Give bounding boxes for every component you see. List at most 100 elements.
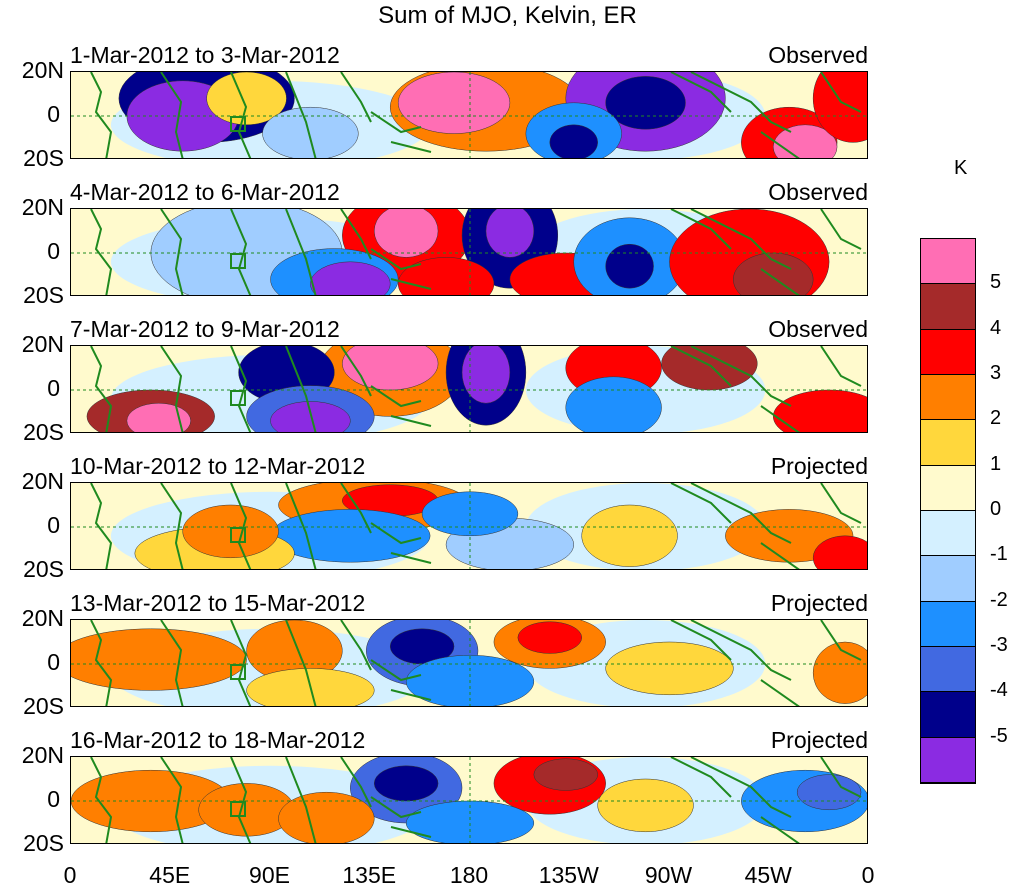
contour-region bbox=[461, 346, 511, 404]
colorbar-swatch bbox=[921, 737, 975, 783]
colorbar-swatch bbox=[921, 556, 975, 602]
y-tick-label: 20N bbox=[21, 331, 64, 357]
contour-region bbox=[270, 401, 351, 432]
anomaly-map-svg bbox=[71, 757, 867, 843]
x-tick-label: 180 bbox=[449, 862, 489, 888]
anomaly-map-svg bbox=[71, 72, 867, 158]
y-tick-label: 0 bbox=[47, 649, 60, 675]
y-tick-label: 20S bbox=[23, 556, 64, 582]
panel-date-range: 1-Mar-2012 to 3-Mar-2012 bbox=[70, 42, 340, 68]
colorbar-label: -1 bbox=[990, 543, 1008, 566]
colorbar-label: -5 bbox=[990, 724, 1008, 747]
contour-region bbox=[397, 257, 495, 295]
map-panel: 10-Mar-2012 to 12-Mar-2012 Projected bbox=[70, 453, 868, 570]
y-tick-label: 20S bbox=[23, 419, 64, 445]
colorbar-label: -4 bbox=[990, 679, 1008, 702]
contour-region bbox=[812, 641, 867, 704]
contour-region bbox=[310, 261, 391, 295]
contour-region bbox=[812, 72, 867, 143]
region-box bbox=[230, 253, 246, 269]
x-tick-label: 45W bbox=[744, 862, 792, 888]
colorbar-swatch bbox=[921, 284, 975, 330]
map-panel: 4-Mar-2012 to 6-Mar-2012 Observed bbox=[70, 179, 868, 296]
y-tick-label: 0 bbox=[47, 238, 60, 264]
region-box bbox=[230, 116, 246, 132]
colorbar bbox=[920, 238, 976, 784]
x-tick-label: 45E bbox=[149, 862, 191, 888]
coastline bbox=[90, 757, 862, 843]
colorbar-label: -3 bbox=[990, 634, 1008, 656]
contour-region bbox=[812, 535, 867, 569]
contour-region bbox=[373, 209, 439, 258]
y-tick-label: 20S bbox=[23, 830, 64, 856]
anomaly-map-svg bbox=[71, 209, 867, 295]
contour-region bbox=[533, 758, 598, 791]
colorbar-label: 3 bbox=[990, 362, 1002, 384]
panel-type-label: Projected bbox=[770, 727, 868, 753]
region-box bbox=[230, 390, 246, 406]
legend-units: K bbox=[954, 157, 968, 179]
colorbar-swatch bbox=[921, 329, 975, 375]
figure-title: Sum of MJO, Kelvin, ER bbox=[378, 2, 637, 29]
colorbar-label: 0 bbox=[990, 498, 1002, 520]
y-tick-label: 20N bbox=[21, 605, 64, 631]
map-panel: 16-Mar-2012 to 18-Mar-2012 Projected bbox=[70, 727, 868, 844]
anomaly-map bbox=[70, 482, 868, 570]
anomaly-map-svg bbox=[71, 620, 867, 706]
panel-type-label: Projected bbox=[770, 453, 868, 479]
region-box bbox=[230, 801, 246, 817]
panel-type-label: Observed bbox=[768, 179, 868, 205]
coastline bbox=[90, 72, 862, 158]
panel-date-range: 7-Mar-2012 to 9-Mar-2012 bbox=[70, 316, 340, 342]
colorbar-swatch bbox=[921, 511, 975, 557]
map-panel: 7-Mar-2012 to 9-Mar-2012 Observed bbox=[70, 316, 868, 433]
x-tick-label: 135E bbox=[342, 862, 397, 888]
region-box bbox=[230, 527, 246, 543]
y-tick-label: 0 bbox=[47, 512, 60, 538]
contour-region bbox=[71, 628, 247, 691]
colorbar-label: 5 bbox=[990, 271, 1002, 294]
colorbar-swatch bbox=[921, 647, 975, 693]
y-tick-label: 20S bbox=[23, 282, 64, 308]
panel-date-range: 10-Mar-2012 to 12-Mar-2012 bbox=[70, 453, 366, 479]
contour-region bbox=[549, 124, 598, 158]
y-tick-label: 0 bbox=[47, 375, 60, 401]
contour-region bbox=[605, 243, 654, 289]
contour-region bbox=[126, 402, 191, 432]
y-tick-label: 0 bbox=[47, 101, 60, 127]
anomaly-map bbox=[70, 208, 868, 296]
panel-type-label: Projected bbox=[770, 590, 868, 616]
contour-region bbox=[772, 124, 838, 158]
anomaly-map bbox=[70, 345, 868, 433]
colorbar-label: 1 bbox=[990, 452, 1002, 475]
region-box bbox=[230, 664, 246, 680]
panel-date-range: 16-Mar-2012 to 18-Mar-2012 bbox=[70, 727, 366, 753]
coastline bbox=[90, 620, 862, 706]
anomaly-map bbox=[70, 756, 868, 844]
x-tick-label: 0 bbox=[63, 862, 77, 888]
y-tick-label: 20N bbox=[21, 57, 64, 83]
coastline bbox=[90, 346, 862, 432]
colorbar-swatch bbox=[921, 465, 975, 511]
contour-region bbox=[597, 778, 694, 833]
y-tick-label: 20S bbox=[23, 693, 64, 719]
contour-region bbox=[262, 106, 359, 158]
x-tick-label: 90W bbox=[644, 862, 693, 888]
x-tick-label: 90E bbox=[249, 862, 290, 888]
y-tick-label: 20N bbox=[21, 194, 64, 220]
colorbar-swatch bbox=[921, 239, 975, 285]
contour-region bbox=[565, 376, 662, 432]
coastline bbox=[90, 209, 862, 295]
panel-date-range: 4-Mar-2012 to 6-Mar-2012 bbox=[70, 179, 340, 205]
colorbar-label: 2 bbox=[990, 407, 1002, 430]
colorbar-label: -2 bbox=[990, 588, 1008, 611]
x-tick-label: 135W bbox=[538, 862, 599, 888]
map-panel: 13-Mar-2012 to 15-Mar-2012 Projected bbox=[70, 590, 868, 707]
contour-region bbox=[206, 72, 287, 126]
anomaly-map-svg bbox=[71, 346, 867, 432]
coastline bbox=[90, 483, 862, 569]
y-tick-label: 0 bbox=[47, 786, 60, 812]
colorbar-swatch bbox=[921, 692, 975, 738]
panel-type-label: Observed bbox=[768, 42, 868, 68]
map-panel: 1-Mar-2012 to 3-Mar-2012 Observed bbox=[70, 42, 868, 159]
